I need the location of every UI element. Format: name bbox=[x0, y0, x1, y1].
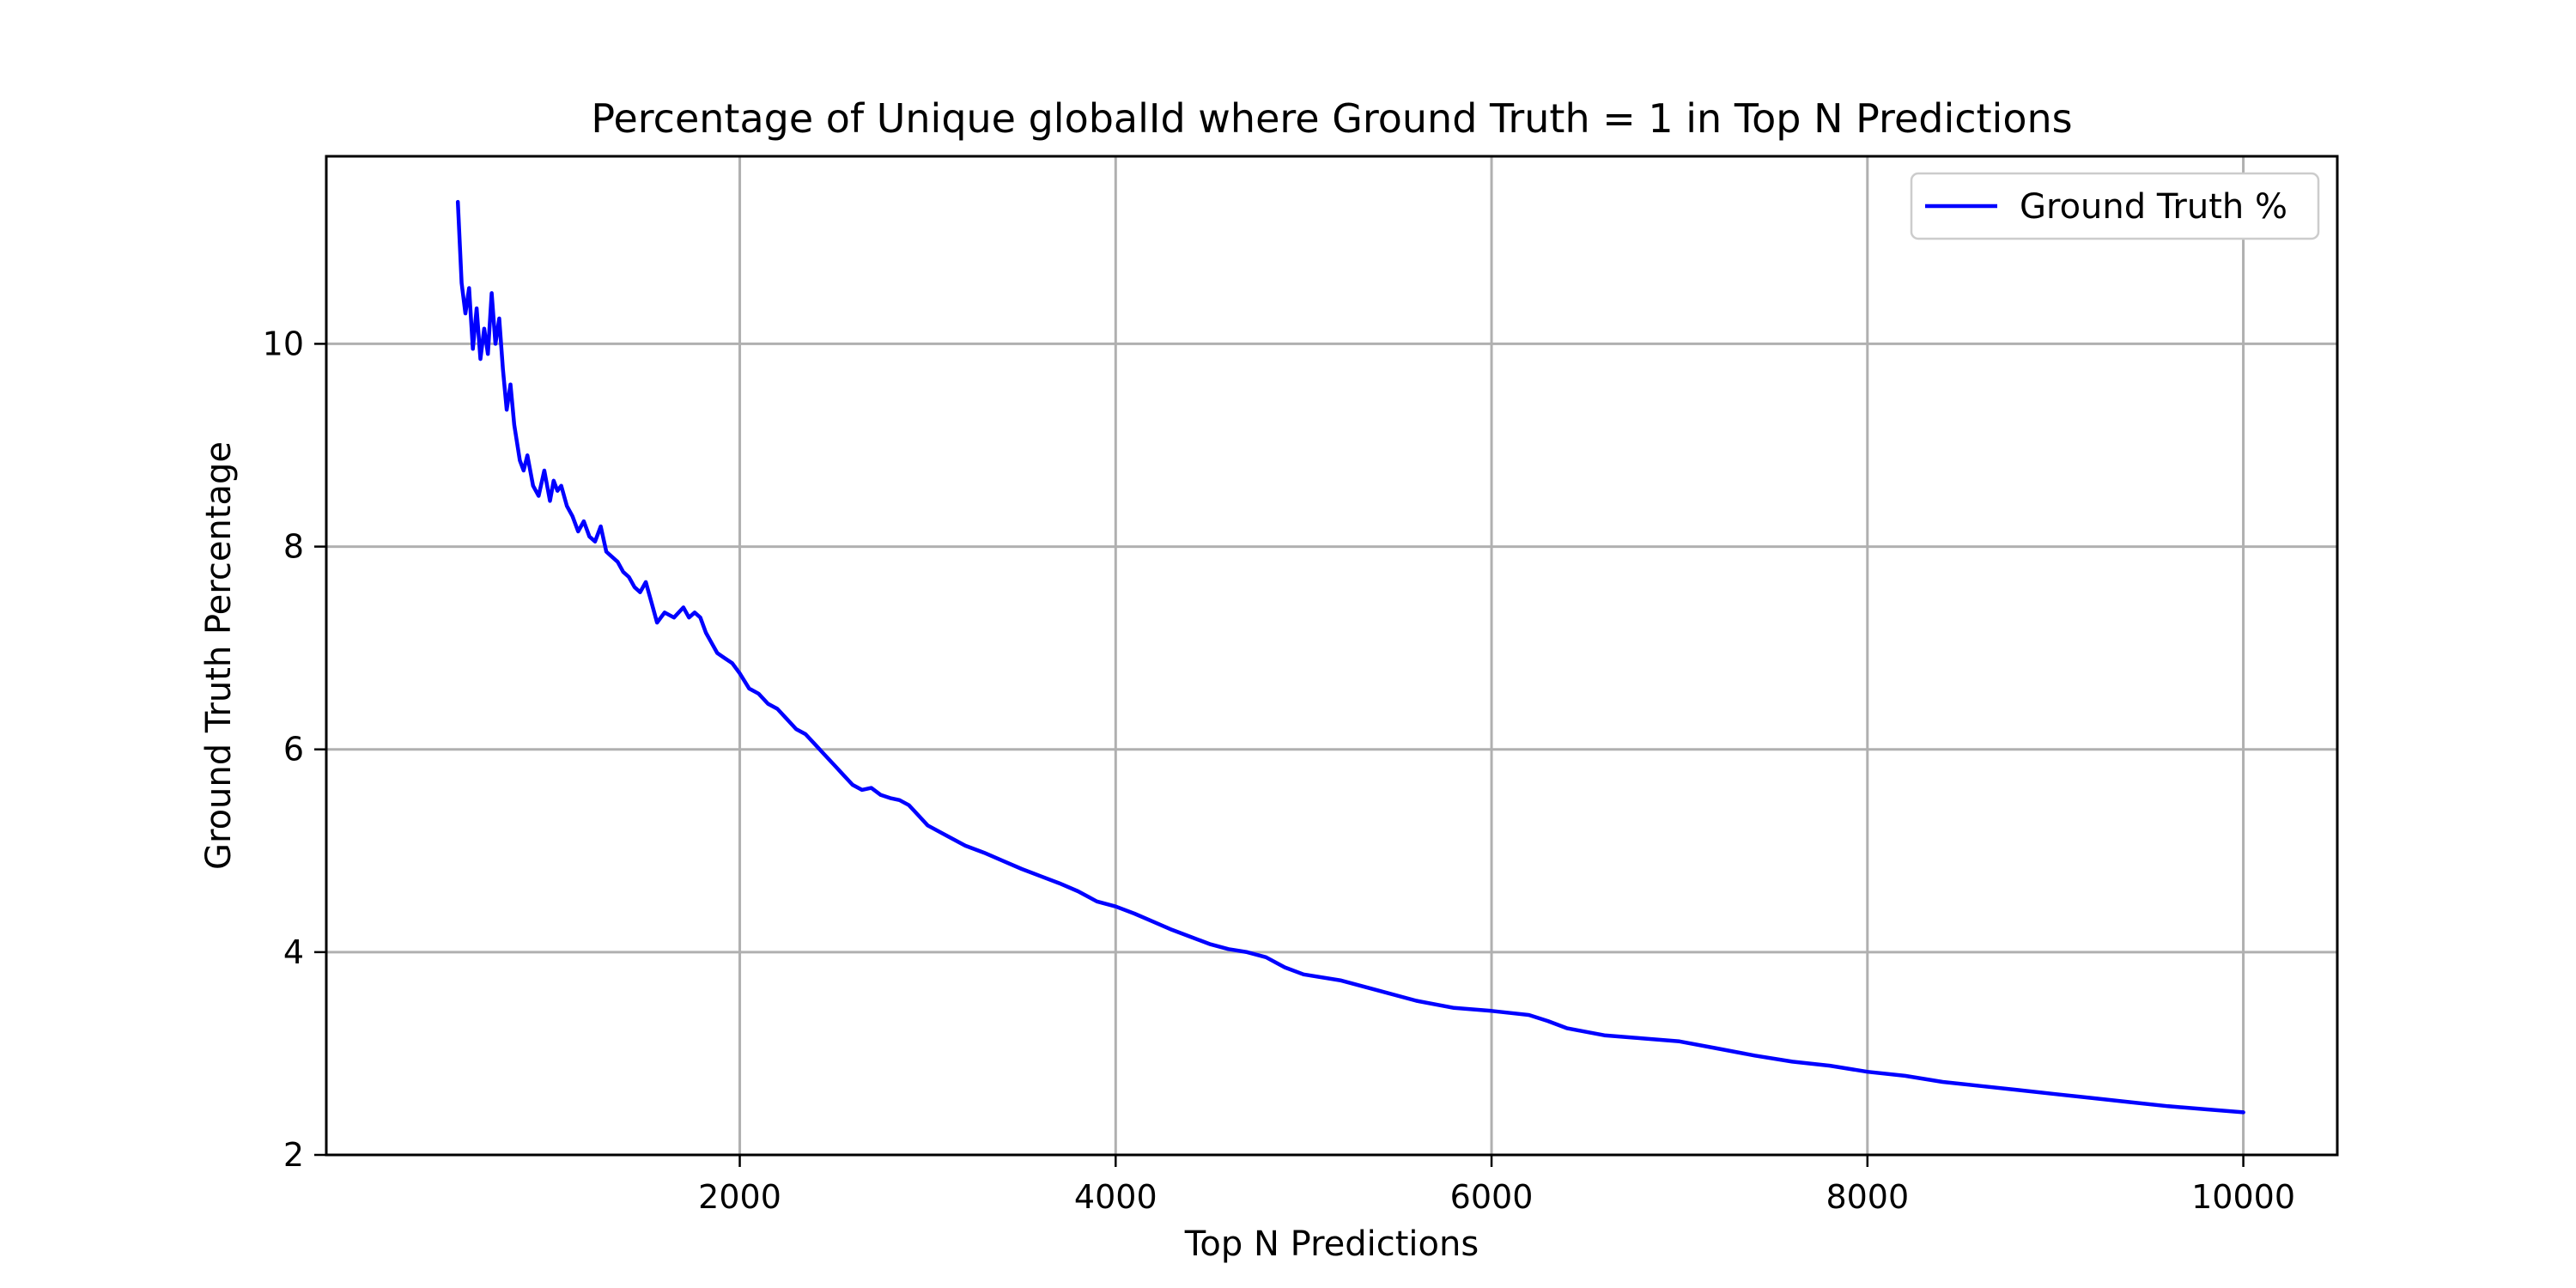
ticks: 2000 4000 6000 8000 10000 2 4 6 8 10 bbox=[263, 325, 2295, 1216]
series-line-ground-truth bbox=[455, 199, 2245, 1115]
y-tick-label: 6 bbox=[283, 731, 304, 769]
chart-title: Percentage of Unique globalId where Grou… bbox=[591, 95, 2072, 142]
legend: Ground Truth % bbox=[1910, 172, 2320, 240]
plot-frame bbox=[325, 155, 2339, 1157]
y-tick-label: 8 bbox=[283, 528, 304, 566]
legend-box bbox=[1910, 172, 2320, 240]
x-tick-label: 8000 bbox=[1826, 1178, 1909, 1216]
y-tick-label: 2 bbox=[283, 1136, 304, 1174]
series-layer bbox=[455, 199, 2245, 1115]
x-tick-label: 10000 bbox=[2191, 1178, 2295, 1216]
x-tick-label: 4000 bbox=[1074, 1178, 1157, 1216]
y-axis-label: Ground Truth Percentage bbox=[199, 441, 239, 870]
x-tick-label: 6000 bbox=[1450, 1178, 1534, 1216]
x-tick-label: 2000 bbox=[698, 1178, 781, 1216]
legend-label: Ground Truth % bbox=[2020, 187, 2287, 227]
y-tick-label: 10 bbox=[263, 325, 304, 362]
x-axis-label: Top N Predictions bbox=[1184, 1224, 1479, 1264]
y-tick-label: 4 bbox=[283, 933, 304, 971]
